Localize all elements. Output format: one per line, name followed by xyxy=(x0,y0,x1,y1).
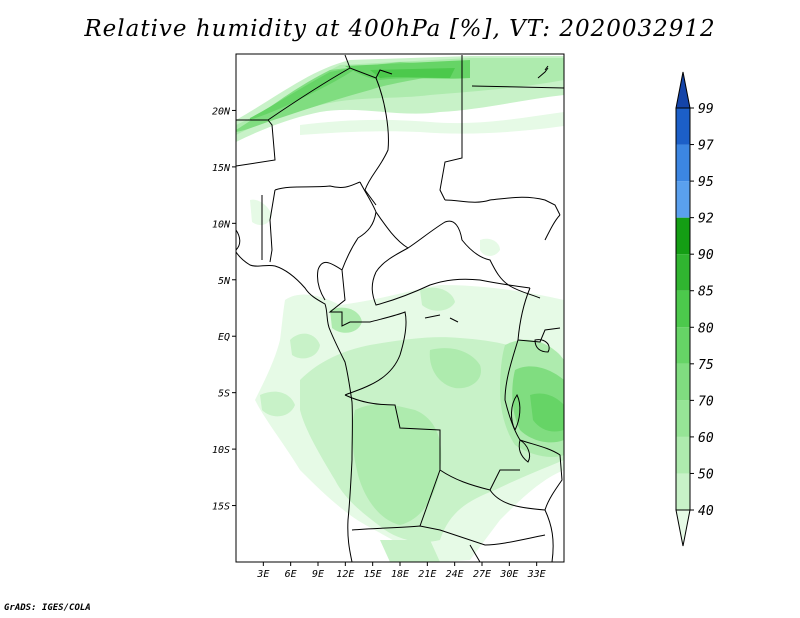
plot-title: Relative humidity at 400hPa [%], VT: 202… xyxy=(84,16,716,42)
lat-tick-label: 10N xyxy=(212,219,231,230)
colorbar-label: 40 xyxy=(698,504,714,519)
colorbar-label: 70 xyxy=(698,394,714,409)
colorbar-segment xyxy=(676,181,690,218)
colorbar-label: 90 xyxy=(698,248,714,263)
colorbar-segment xyxy=(676,327,690,364)
colorbar-segment xyxy=(676,363,690,401)
colorbar-label: 99 xyxy=(698,102,714,117)
colorbar-label: 80 xyxy=(698,321,714,336)
colorbar-label: 75 xyxy=(698,358,714,373)
lon-tick-label: 21E xyxy=(418,569,436,580)
lon-tick-label: 27E xyxy=(473,569,491,580)
colorbar-label: 95 xyxy=(698,175,714,190)
lon-tick-label: 24E xyxy=(446,569,464,580)
colorbar-segment xyxy=(676,473,690,510)
colorbar-label: 97 xyxy=(698,139,714,154)
boundaries xyxy=(236,54,564,562)
colorbar-cap-low xyxy=(675,509,691,547)
colorbar-frame xyxy=(675,107,691,511)
colorbar-label: 60 xyxy=(698,431,714,446)
lon-tick-label: 18E xyxy=(391,569,409,580)
lat-tick-label: 5S xyxy=(218,389,230,400)
longitude-axis: 3E 6E 9E 12E 15E 18E 21E 24E 27E 30E 33E xyxy=(256,562,546,580)
colorbar-label: 92 xyxy=(698,212,714,227)
lon-tick-label: 33E xyxy=(527,569,546,580)
lon-tick-label: 6E xyxy=(285,569,297,580)
lat-tick-label: 10S xyxy=(212,445,230,456)
lat-tick-label: 20N xyxy=(212,106,231,117)
latitude-axis: 20N 15N 10N 5N EQ 5S 10S 15S xyxy=(212,106,236,513)
colorbar-segment xyxy=(676,400,690,437)
colorbar-segment xyxy=(676,254,690,291)
lon-tick-label: 30E xyxy=(499,569,518,580)
colorbar: 40 50 60 70 75 80 85 90 92 95 97 99 xyxy=(675,71,714,547)
colorbar-segment xyxy=(676,290,690,328)
colorbar-label: 85 xyxy=(698,285,714,300)
lat-tick-label: EQ xyxy=(218,332,230,343)
colorbar-segment xyxy=(676,108,690,145)
colorbar-label: 50 xyxy=(698,467,714,482)
colorbar-segment xyxy=(676,144,690,182)
lon-tick-label: 3E xyxy=(256,569,269,580)
lon-tick-label: 15E xyxy=(364,569,382,580)
lat-tick-label: 15S xyxy=(212,502,230,513)
humidity-field xyxy=(236,56,564,562)
colorbar-segment xyxy=(676,217,690,255)
colorbar-segment xyxy=(676,436,690,474)
lon-tick-label: 12E xyxy=(336,569,354,580)
lat-tick-label: 5N xyxy=(218,276,231,287)
lon-tick-label: 9E xyxy=(312,569,324,580)
lat-tick-label: 15N xyxy=(212,163,231,174)
grads-credit: GrADS: IGES/COLA xyxy=(4,603,91,613)
colorbar-cap-high xyxy=(675,71,691,109)
